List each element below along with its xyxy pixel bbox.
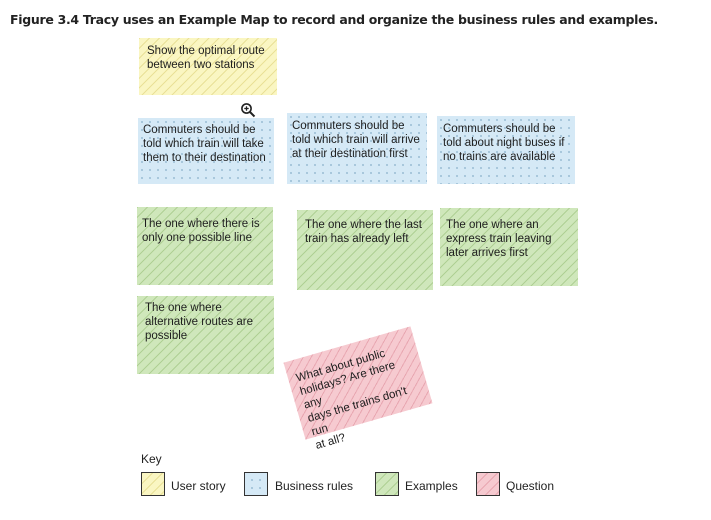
key-swatch-user-story [141, 472, 165, 496]
key-label-business-rules: Business rules [275, 479, 354, 493]
business-rule-card: Commuters should be told which train wil… [138, 118, 274, 184]
example-card: The one where an express train leaving l… [440, 208, 578, 286]
example-card: The one where alternative routes are pos… [137, 296, 274, 374]
key-label-question: Question [506, 479, 555, 493]
key-swatch-question [476, 472, 500, 496]
key-title: Key [141, 452, 162, 466]
zoom-in-icon[interactable] [240, 102, 256, 118]
key-label-examples: Examples [405, 479, 458, 493]
example-card: The one where there is only one possible… [137, 207, 273, 285]
business-rule-card: Commuters should be told which train wil… [287, 113, 427, 184]
example-card: The one where the last train has already… [297, 210, 433, 290]
business-rule-card: Commuters should be told about night bus… [437, 116, 575, 184]
key-swatch-business-rules [244, 472, 268, 496]
user-story-card: Show the optimal route between two stati… [139, 38, 277, 95]
key-label-user-story: User story [171, 479, 226, 493]
key-swatch-examples [375, 472, 399, 496]
figure-caption: Figure 3.4 Tracy uses an Example Map to … [10, 12, 658, 27]
